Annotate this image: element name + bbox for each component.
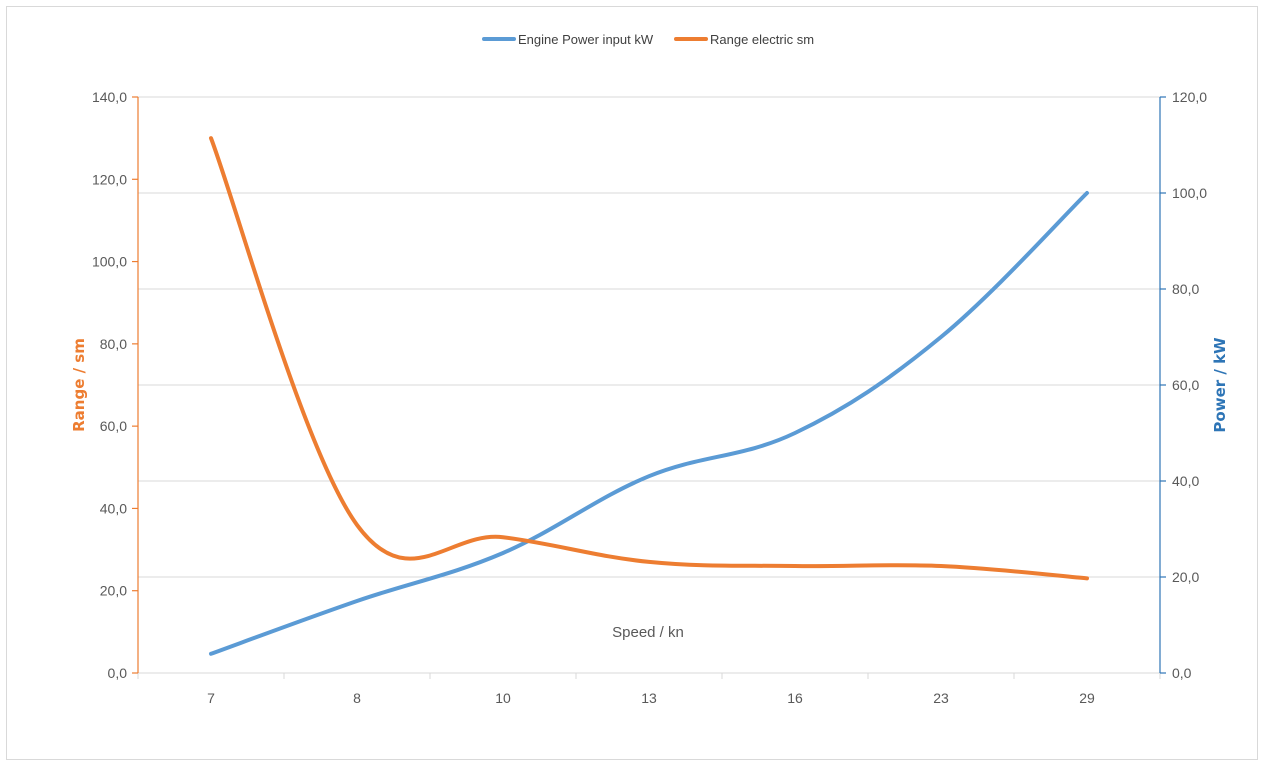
y-right-tick-label: 120,0 xyxy=(1172,89,1207,105)
y-left-tick-label: 60,0 xyxy=(100,418,127,434)
y-left-tick-label: 120,0 xyxy=(92,171,127,187)
x-tick-label: 7 xyxy=(207,690,215,706)
y-left-axis-title: Range / sm xyxy=(70,338,88,432)
y-right-tick-label: 80,0 xyxy=(1172,281,1199,297)
series-line-engine-power xyxy=(209,191,1089,656)
y-right-tick-label: 100,0 xyxy=(1172,185,1207,201)
series-lines xyxy=(209,136,1089,656)
x-tick-label: 13 xyxy=(641,690,657,706)
y-right-tick-label: 0,0 xyxy=(1172,665,1192,681)
series-line-range-electric xyxy=(209,136,1089,581)
x-tick-label: 8 xyxy=(353,690,361,706)
x-tick-label: 16 xyxy=(787,690,803,706)
x-tick-label: 23 xyxy=(933,690,949,706)
y-right-tick-label: 20,0 xyxy=(1172,569,1199,585)
x-tick-label: 10 xyxy=(495,690,511,706)
y-left-tick-label: 40,0 xyxy=(100,500,127,516)
x-tick-label: 29 xyxy=(1079,690,1095,706)
axes: 7 8 10 13 16 23 29 0,0 20,0 40,0 60,0 80,0 100,0 120,… xyxy=(92,89,1207,706)
y-left-tick-label: 80,0 xyxy=(100,336,127,352)
legend-label-range-electric: Range electric sm xyxy=(710,32,814,47)
y-right-tick-label: 60,0 xyxy=(1172,377,1199,393)
legend-label-engine-power: Engine Power input kW xyxy=(518,32,654,47)
y-right-axis-title: Power / kW xyxy=(1211,337,1229,433)
chart-frame xyxy=(6,6,1258,760)
y-right-tick-label: 40,0 xyxy=(1172,473,1199,489)
y-left-tick-label: 20,0 xyxy=(100,583,127,599)
y-left-tick-label: 100,0 xyxy=(92,254,127,270)
legend: Engine Power input kW Range electric sm xyxy=(482,32,814,47)
gridlines xyxy=(138,96,1160,578)
y-left-tick-label: 0,0 xyxy=(108,665,128,681)
y-left-tick-label: 140,0 xyxy=(92,89,127,105)
x-axis-title: Speed / kn xyxy=(612,624,684,641)
